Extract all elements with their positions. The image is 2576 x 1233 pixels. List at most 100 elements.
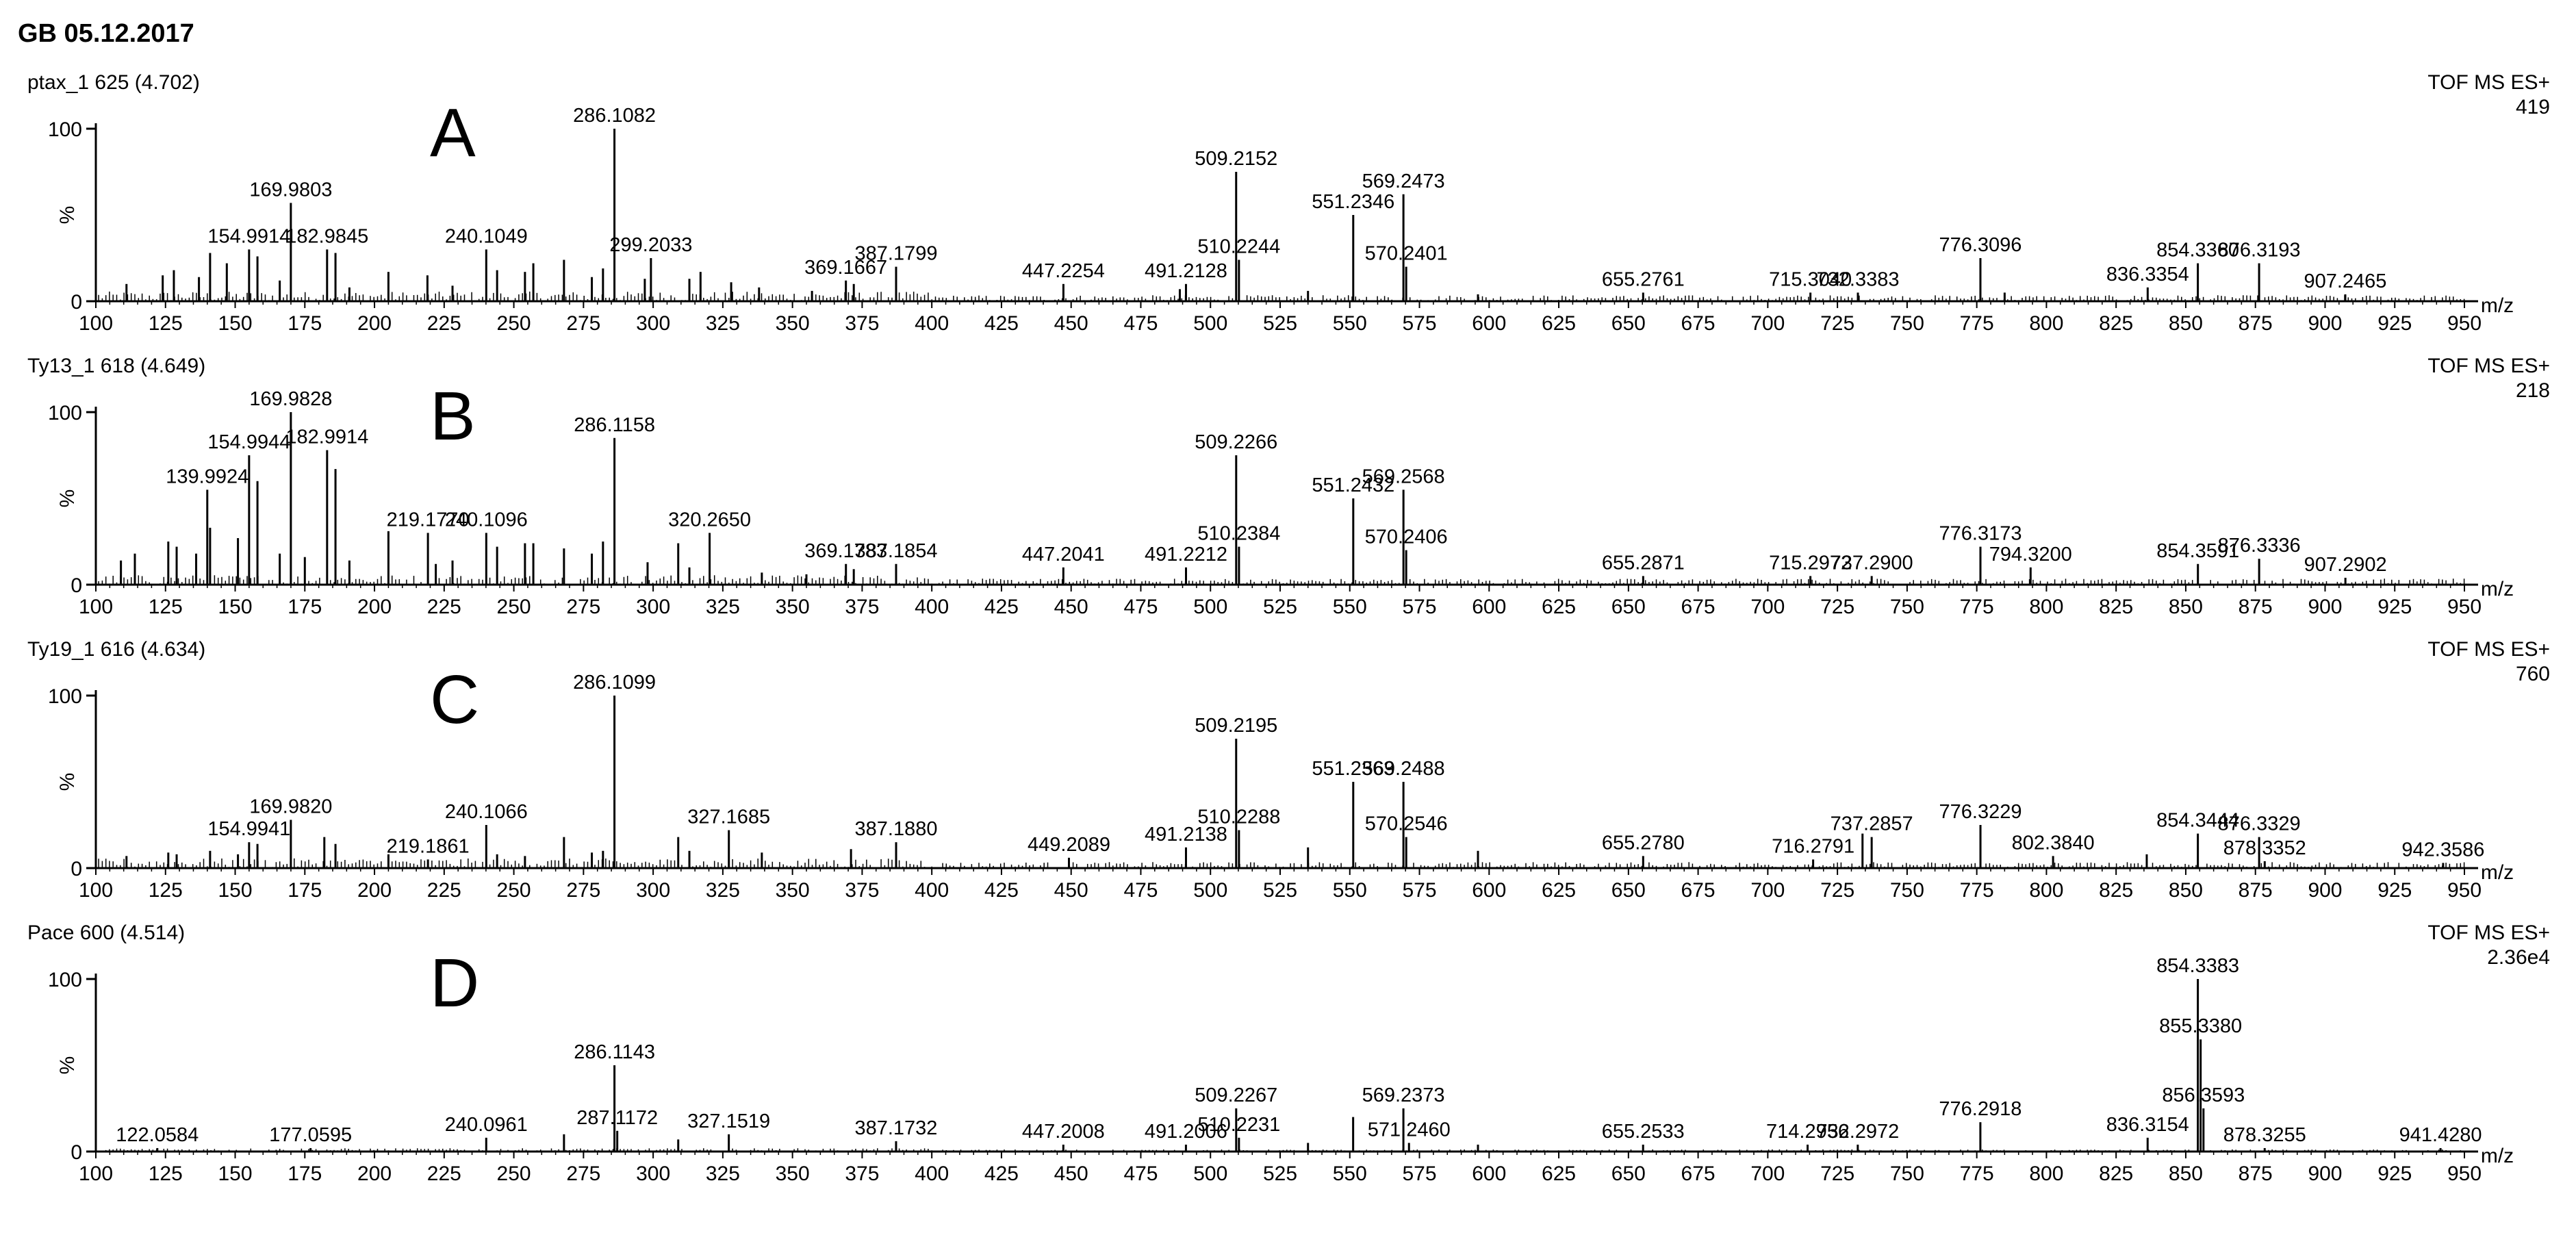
x-tick-label: 150 xyxy=(218,1162,252,1185)
x-tick-label: 775 xyxy=(1960,1162,1994,1185)
peak-label: 878.3352 xyxy=(2223,837,2306,859)
peak-label: 878.3255 xyxy=(2223,1124,2306,1146)
peak-label: 855.3380 xyxy=(2159,1015,2242,1037)
peak-label: 854.3383 xyxy=(2156,955,2239,977)
peak-label: 509.2152 xyxy=(1195,148,1277,170)
x-tick-label: 475 xyxy=(1123,312,1158,335)
peak-label: 510.2244 xyxy=(1197,236,1280,258)
x-tick-label: 725 xyxy=(1820,312,1854,335)
x-tick-label: 475 xyxy=(1123,879,1158,902)
x-tick-label: 500 xyxy=(1193,1162,1227,1185)
x-tick-label: 925 xyxy=(2377,312,2412,335)
base-peak-intensity: 760 xyxy=(2516,663,2550,685)
base-peak-intensity: 419 xyxy=(2516,96,2550,118)
peak-label: 327.1519 xyxy=(687,1110,770,1132)
peak-label: 327.1685 xyxy=(687,806,770,828)
peak-label: 942.3586 xyxy=(2401,839,2484,861)
peak-label: 569.2373 xyxy=(1362,1084,1445,1106)
y-tick-label: 100 xyxy=(48,685,82,708)
x-tick-label: 175 xyxy=(288,312,322,335)
peak-label: 510.2384 xyxy=(1197,523,1280,545)
x-tick-label: 750 xyxy=(1890,1162,1924,1185)
x-tick-label: 875 xyxy=(2239,312,2273,335)
x-tick-label: 325 xyxy=(706,879,740,902)
peak-label: 655.2761 xyxy=(1602,268,1685,290)
x-tick-label: 425 xyxy=(984,596,1019,618)
x-tick-label: 725 xyxy=(1820,596,1854,618)
x-tick-label: 350 xyxy=(776,596,810,618)
x-tick-label: 125 xyxy=(149,879,183,902)
peak-label: 369.1667 xyxy=(804,257,887,279)
peak-label: 387.1732 xyxy=(854,1117,937,1139)
peak-label: 551.2432 xyxy=(1312,474,1394,496)
x-tick-label: 850 xyxy=(2169,596,2203,618)
x-tick-label: 300 xyxy=(636,312,670,335)
x-tick-label: 575 xyxy=(1402,596,1436,618)
y-tick-label: 0 xyxy=(71,858,82,880)
x-tick-label: 675 xyxy=(1681,312,1716,335)
x-tick-label: 225 xyxy=(427,596,461,618)
x-tick-label: 825 xyxy=(2099,879,2133,902)
peak-label: 240.1049 xyxy=(445,225,528,247)
x-tick-label: 650 xyxy=(1611,312,1646,335)
x-tick-label: 775 xyxy=(1960,596,1994,618)
x-tick-label: 650 xyxy=(1611,879,1646,902)
x-tick-label: 875 xyxy=(2239,879,2273,902)
peak-label: 219.1861 xyxy=(387,835,470,857)
x-tick-label: 550 xyxy=(1333,596,1367,618)
peak-label: 447.2254 xyxy=(1022,260,1105,282)
x-tick-label: 350 xyxy=(776,879,810,902)
x-tick-label: 525 xyxy=(1263,879,1297,902)
x-tick-label: 375 xyxy=(845,596,879,618)
peak-label: 854.3444 xyxy=(2156,810,2239,832)
peak-label: 737.2900 xyxy=(1831,552,1913,574)
x-tick-label: 375 xyxy=(845,879,879,902)
x-tick-label: 600 xyxy=(1472,1162,1506,1185)
x-tick-label: 400 xyxy=(915,312,949,335)
peak-label: 387.1854 xyxy=(855,540,938,562)
x-tick-label: 400 xyxy=(915,596,949,618)
x-tick-label: 700 xyxy=(1750,1162,1785,1185)
sample-name: ptax_1 625 (4.702) xyxy=(27,71,200,94)
x-tick-label: 325 xyxy=(706,596,740,618)
peak-label: 570.2401 xyxy=(1365,243,1448,265)
peak-label: 714.2956 xyxy=(1766,1121,1849,1143)
peak-label: 182.9845 xyxy=(285,225,368,247)
peak-label: 570.2406 xyxy=(1365,526,1448,548)
peak-label: 551.2363 xyxy=(1312,758,1394,780)
x-tick-label: 525 xyxy=(1263,1162,1297,1185)
x-tick-label: 275 xyxy=(566,1162,600,1185)
peak-label: 219.1770 xyxy=(387,509,470,531)
x-tick-label: 250 xyxy=(497,596,531,618)
x-tick-label: 800 xyxy=(2029,596,2063,618)
x-tick-label: 950 xyxy=(2447,596,2482,618)
y-axis-label: % xyxy=(56,206,79,225)
peak-label: 240.1096 xyxy=(445,509,528,531)
x-tick-label: 500 xyxy=(1193,596,1227,618)
peak-label: 655.2533 xyxy=(1602,1121,1685,1143)
peak-label: 369.1783 xyxy=(804,540,887,562)
peak-label: 447.2041 xyxy=(1022,544,1105,565)
x-tick-label: 325 xyxy=(706,1162,740,1185)
x-tick-label: 250 xyxy=(497,1162,531,1185)
x-tick-label: 625 xyxy=(1542,596,1576,618)
x-tick-label: 900 xyxy=(2308,312,2342,335)
x-tick-label: 825 xyxy=(2099,596,2133,618)
peak-label: 876.3193 xyxy=(2218,240,2301,262)
y-tick-label: 0 xyxy=(71,574,82,597)
x-tick-label: 850 xyxy=(2169,879,2203,902)
x-tick-label: 725 xyxy=(1820,1162,1854,1185)
peak-label: 569.2568 xyxy=(1362,466,1445,487)
x-tick-label: 925 xyxy=(2377,1162,2412,1185)
peak-label: 802.3840 xyxy=(2012,832,2095,854)
peak-label: 154.9944 xyxy=(207,431,290,453)
x-tick-label: 425 xyxy=(984,879,1019,902)
x-tick-label: 300 xyxy=(636,596,670,618)
baseline-noise xyxy=(98,291,2465,301)
peak-label: 287.1172 xyxy=(576,1107,658,1129)
x-tick-label: 675 xyxy=(1681,1162,1716,1185)
baseline-noise xyxy=(98,575,2465,585)
peak-label: 491.2006 xyxy=(1145,1121,1227,1143)
peak-label: 182.9914 xyxy=(285,426,368,448)
